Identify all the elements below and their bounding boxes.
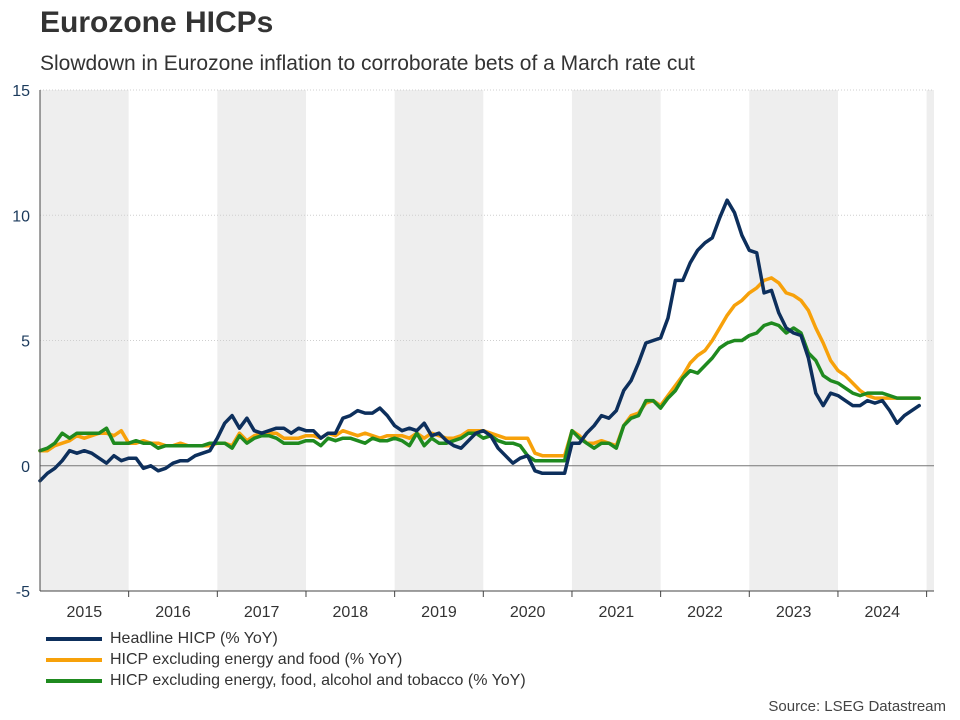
x-tick-label: 2023 [776, 604, 812, 621]
x-tick-labels: 2015 2016 2017 2018 2019 2020 2021 2022 2023 2024 [67, 604, 901, 621]
legend-item: Headline HICP (% YoY) [46, 628, 526, 649]
legend-label: HICP excluding energy, food, alcohol and… [110, 671, 526, 689]
axes [39, 90, 934, 597]
legend-item: HICP excluding energy, food, alcohol and… [46, 670, 526, 691]
x-tick-label: 2018 [333, 604, 369, 621]
y-tick-label: 5 [21, 334, 30, 351]
series-line-1 [38, 198, 921, 483]
legend-swatch [46, 678, 102, 683]
y-tick-label: 15 [12, 83, 30, 100]
year-band-2015 [40, 90, 129, 591]
x-tick-label: 2022 [687, 604, 723, 621]
chart-title: Eurozone HICPs [40, 6, 274, 39]
x-tick-label: 2016 [155, 604, 191, 621]
chart-subtitle: Slowdown in Eurozone inflation to corrob… [40, 52, 695, 75]
series-lines [38, 198, 921, 483]
year-band-2025 [926, 90, 934, 591]
y-tick-label: -5 [16, 584, 30, 601]
legend: Headline HICP (% YoY) HICP excluding ener… [46, 628, 526, 691]
legend-label: Headline HICP (% YoY) [110, 629, 278, 647]
legend-swatch [46, 657, 102, 662]
x-tick-label: 2019 [421, 604, 457, 621]
legend-swatch [46, 636, 102, 641]
x-tick-label: 2021 [599, 604, 635, 621]
x-tick-label: 2024 [864, 604, 900, 621]
year-band-2019 [394, 90, 484, 591]
x-tick-label: 2020 [510, 604, 546, 621]
source-note: Source: LSEG Datastream [768, 698, 946, 715]
legend-label: HICP excluding energy and food (% YoY) [110, 650, 403, 668]
series-line-3 [38, 321, 921, 463]
x-tick-label: 2017 [244, 604, 280, 621]
y-tick-labels: -5 0 5 10 15 [12, 83, 30, 601]
y-tick-label: 0 [21, 459, 30, 476]
x-tick-label: 2015 [67, 604, 103, 621]
y-tick-label: 10 [12, 208, 30, 225]
legend-item: HICP excluding energy and food (% YoY) [46, 649, 526, 670]
